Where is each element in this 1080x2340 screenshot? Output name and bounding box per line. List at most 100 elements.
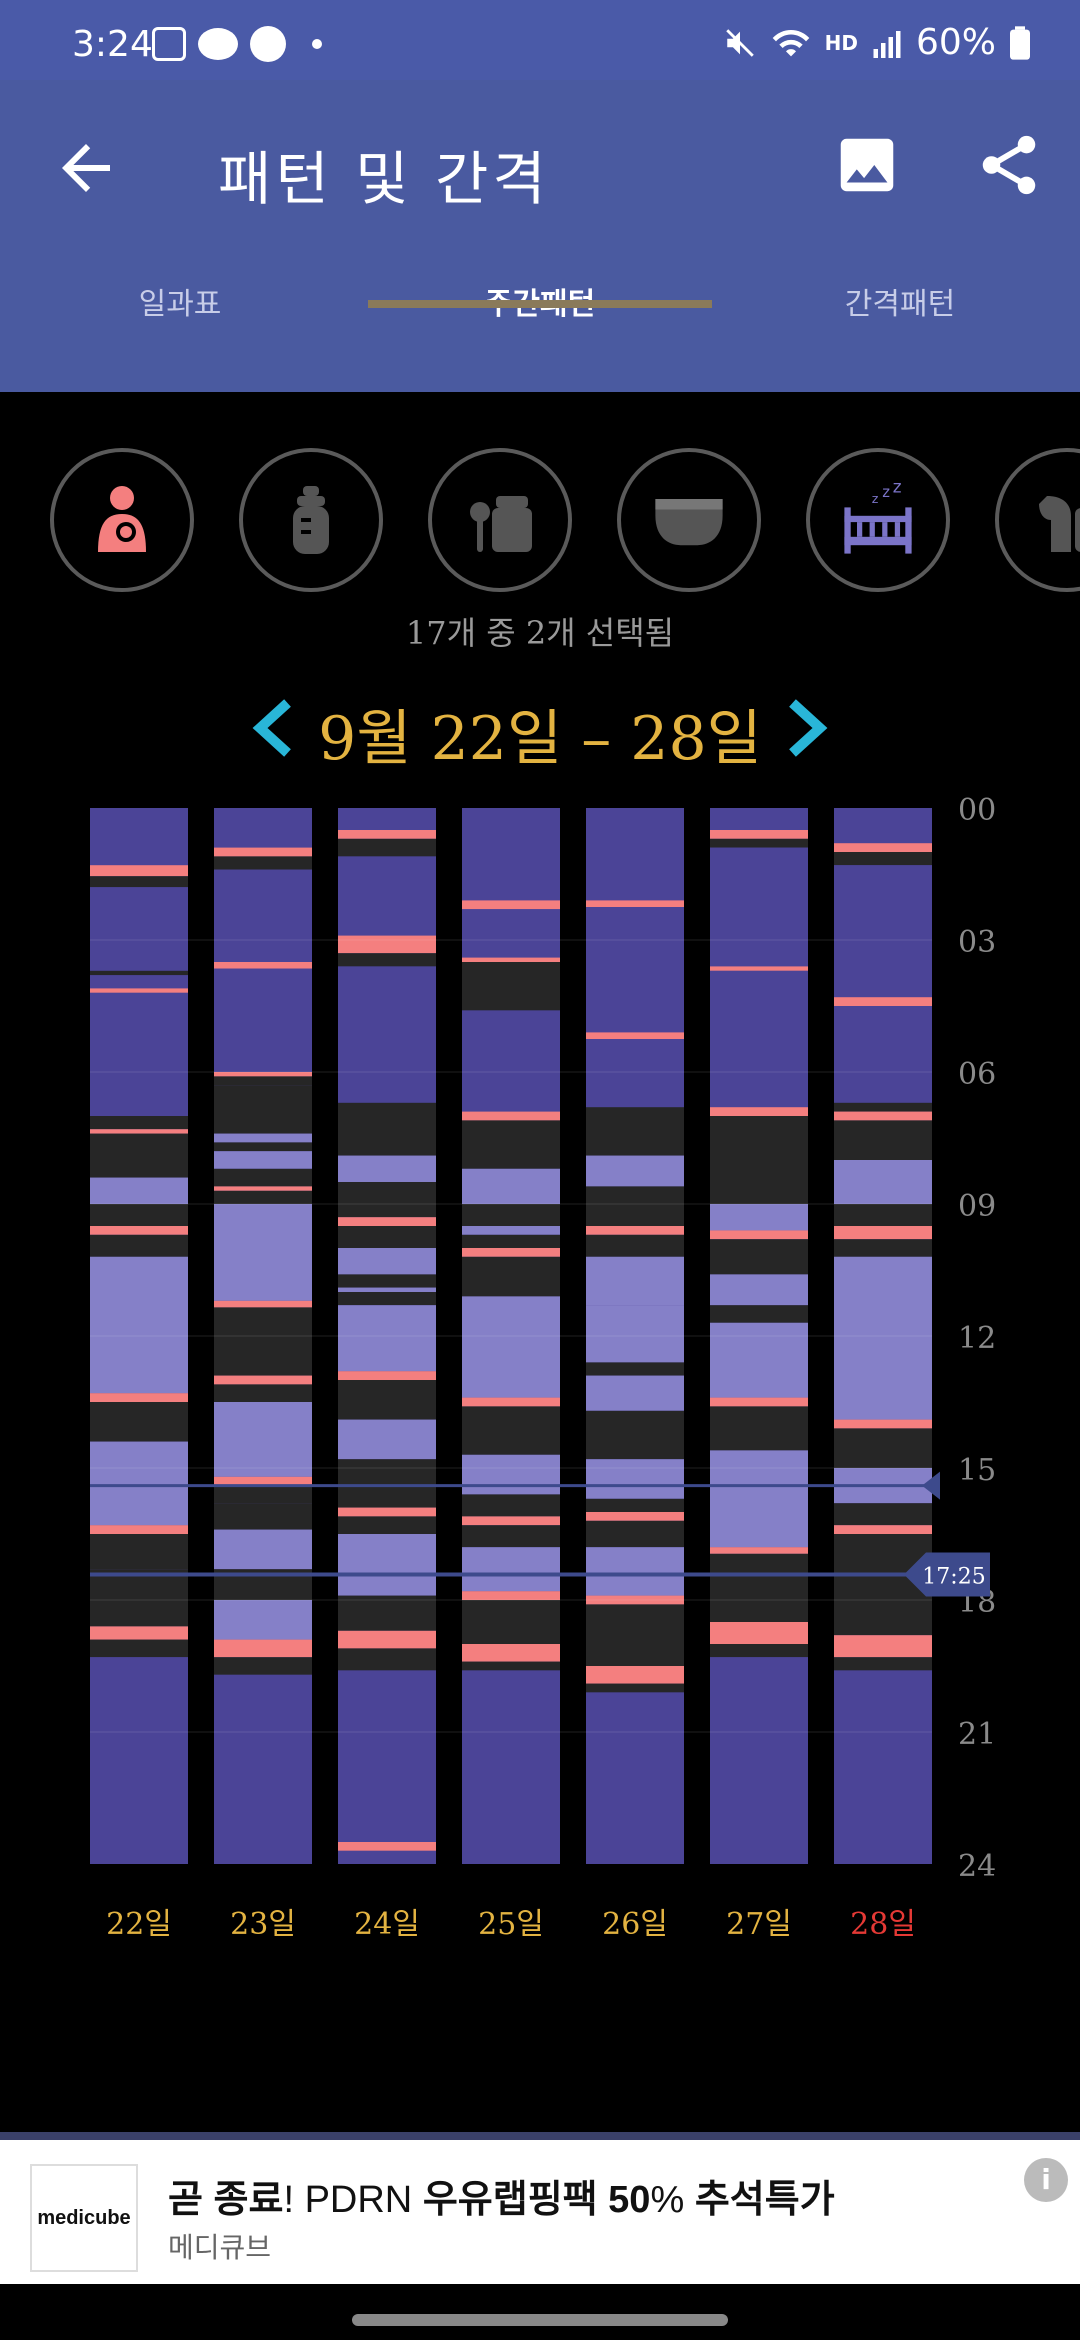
selected-count-text: 17개 중 2개 선택됨	[405, 614, 675, 652]
segment-feeding	[710, 1107, 808, 1116]
segment-feeding	[586, 900, 684, 907]
segment-dark	[338, 1380, 436, 1420]
pump-icon	[1039, 496, 1080, 552]
segment-feeding	[90, 1626, 188, 1640]
segment-light	[710, 1274, 808, 1306]
image-icon[interactable]	[832, 130, 902, 200]
tab-active-indicator	[368, 300, 712, 308]
segment-light	[90, 1256, 188, 1394]
segment-dark	[338, 1516, 436, 1534]
filter-bottle[interactable]	[239, 448, 383, 592]
segment-feeding	[338, 935, 436, 954]
segment-dark	[462, 1120, 560, 1169]
signal-icon	[873, 30, 901, 58]
ad-banner[interactable]: medicube 곧 종료! PDRN 우유랩핑팩 50% 추석특가 메디큐브 …	[0, 2132, 1080, 2292]
next-week-chevron-icon[interactable]	[780, 698, 830, 758]
segment-sleep	[462, 1670, 560, 1864]
segment-feeding	[90, 1226, 188, 1235]
segment-feeding	[214, 962, 312, 969]
segment-dark	[338, 1595, 436, 1631]
tab-daily-schedule[interactable]: 일과표	[138, 287, 222, 322]
segment-dark	[90, 970, 188, 976]
filter-breastfeeding[interactable]	[50, 448, 194, 592]
share-icon[interactable]	[974, 130, 1044, 200]
segment-dark	[214, 1076, 312, 1086]
segment-sleep	[834, 865, 932, 998]
segment-light	[214, 1600, 312, 1640]
segment-light	[586, 1305, 684, 1363]
segment-feeding	[462, 1248, 560, 1257]
svg-text:z: z	[893, 478, 902, 497]
segment-sleep	[214, 808, 312, 848]
segment-sleep	[586, 1039, 684, 1108]
ad-title-part3: 우유랩핑팩 50	[422, 2179, 651, 2221]
segment-light	[338, 1287, 436, 1292]
segment-dark	[834, 1657, 932, 1671]
segment-feeding	[462, 1111, 560, 1121]
back-arrow-icon[interactable]	[50, 132, 122, 204]
filter-baby-food[interactable]	[428, 448, 572, 592]
segment-sleep	[338, 1670, 436, 1842]
segment-dark	[462, 1494, 560, 1517]
segment-sleep	[90, 808, 188, 866]
segment-sleep	[710, 970, 808, 1108]
segment-dark	[710, 838, 808, 848]
previous-week-chevron-icon[interactable]	[250, 698, 300, 758]
segment-dark	[338, 1102, 436, 1156]
segment-sleep	[710, 808, 808, 830]
segment-dark	[462, 962, 560, 1011]
segment-dark	[214, 1485, 312, 1504]
segment-feeding	[834, 1226, 932, 1240]
gallery-notification-icon	[152, 27, 186, 61]
segment-light	[834, 1256, 932, 1420]
tab-bar: 일과표 주간패턴 간격패턴	[0, 280, 1080, 392]
sleep-crib-icon: z zz	[844, 478, 912, 554]
status-bar: 3:24 HD 60%	[0, 0, 1080, 80]
segment-feeding	[214, 1375, 312, 1385]
y-tick-label: 15	[958, 1453, 996, 1488]
y-tick-label: 00	[958, 793, 996, 828]
segment-light	[586, 1547, 684, 1596]
segment-dark	[214, 1142, 312, 1152]
day-label: 24일	[354, 1907, 420, 1942]
segment-dark	[586, 1362, 684, 1376]
filter-diaper[interactable]	[617, 448, 761, 592]
segment-light	[214, 1133, 312, 1143]
segment-sleep	[214, 1674, 312, 1864]
segment-light	[586, 1256, 684, 1306]
battery-percent: 60%	[915, 22, 996, 63]
y-tick-label: 09	[958, 1189, 996, 1224]
segment-feeding	[338, 1217, 436, 1226]
segment-sleep	[586, 907, 684, 1033]
current-time-label: 17:25	[922, 1564, 985, 1589]
segment-light	[462, 1226, 560, 1235]
notification-icons	[152, 26, 322, 62]
segment-dark	[586, 1107, 684, 1156]
segment-light	[90, 1177, 188, 1204]
segment-light	[710, 1322, 808, 1398]
home-gesture-bar[interactable]	[352, 2314, 728, 2326]
segment-dark	[214, 1168, 312, 1187]
segment-feeding	[710, 1230, 808, 1240]
segment-light	[214, 1204, 312, 1301]
segment-feeding	[90, 1129, 188, 1134]
status-time: 3:24	[72, 24, 153, 65]
hd-voice-badge: HD	[824, 30, 858, 55]
segment-dark	[338, 1182, 436, 1218]
segment-dark	[710, 1644, 808, 1658]
segment-dark	[90, 1234, 188, 1257]
segment-feeding	[834, 997, 932, 1006]
segment-dark	[586, 1234, 684, 1257]
segment-feeding	[586, 1512, 684, 1521]
breastfeeding-icon	[98, 486, 146, 552]
tab-interval-pattern[interactable]: 간격패턴	[844, 287, 956, 322]
segment-sleep	[586, 808, 684, 901]
segment-dark	[462, 1406, 560, 1455]
filter-pump[interactable]	[995, 448, 1080, 592]
tab-weekly-pattern[interactable]: 주간패턴	[360, 280, 720, 392]
ad-title-part5: 추석특가	[694, 2179, 835, 2221]
day-label: 25일	[478, 1907, 544, 1942]
segment-sleep	[90, 975, 188, 989]
ad-info-icon[interactable]: i	[1024, 2158, 1068, 2202]
